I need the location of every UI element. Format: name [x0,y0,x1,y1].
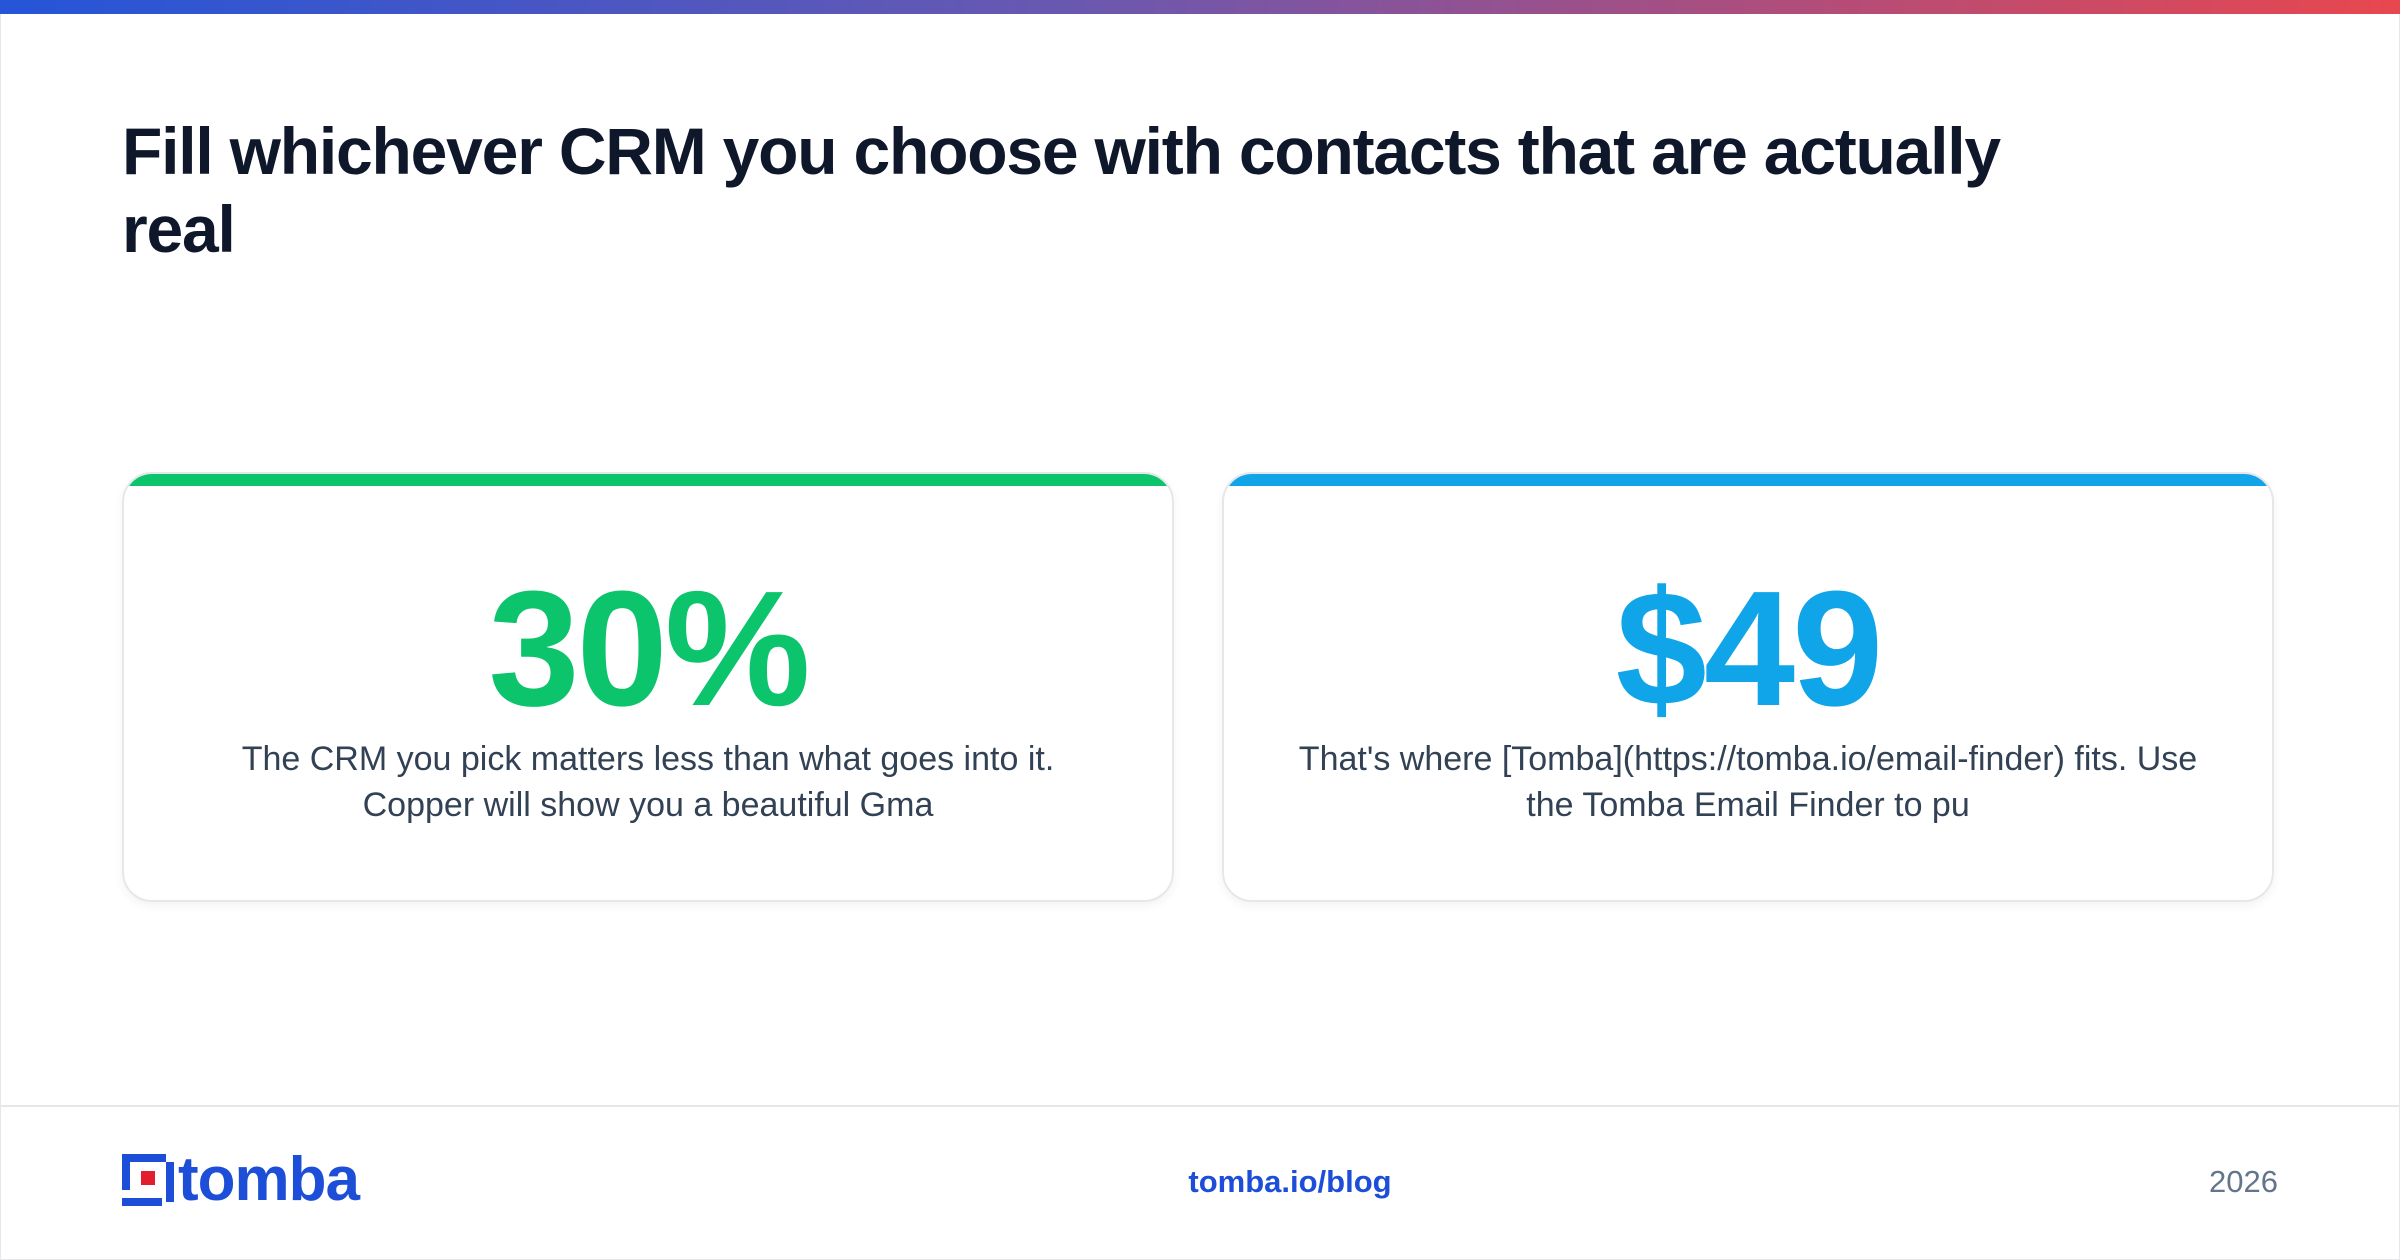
footer-divider [0,1105,2400,1107]
card-accent-bar [124,474,1172,486]
footer-year: 2026 [2209,1164,2278,1199]
page-title: Fill whichever CRM you choose with conta… [122,114,2001,266]
gradient-top-bar [0,0,2400,14]
stat-description: The CRM you pick matters less than what … [241,740,1055,824]
stat-card-crm: 30% The CRM you pick matters less than w… [122,472,1174,902]
tomba-logo[interactable]: tomba [122,1145,360,1214]
stat-description: That's where [Tomba](https://tomba.io/em… [1298,740,2198,824]
tomba-logo-icon [122,1154,174,1206]
logo-wordmark: tomba [178,1145,360,1214]
stat-value: 30% [488,557,810,740]
stat-card-price: $49 That's where [Tomba](https://tomba.i… [1222,472,2274,902]
stat-value: $49 [1615,557,1884,740]
card-accent-bar [1224,474,2272,486]
blog-link[interactable]: tomba.io/blog [1188,1164,1392,1199]
